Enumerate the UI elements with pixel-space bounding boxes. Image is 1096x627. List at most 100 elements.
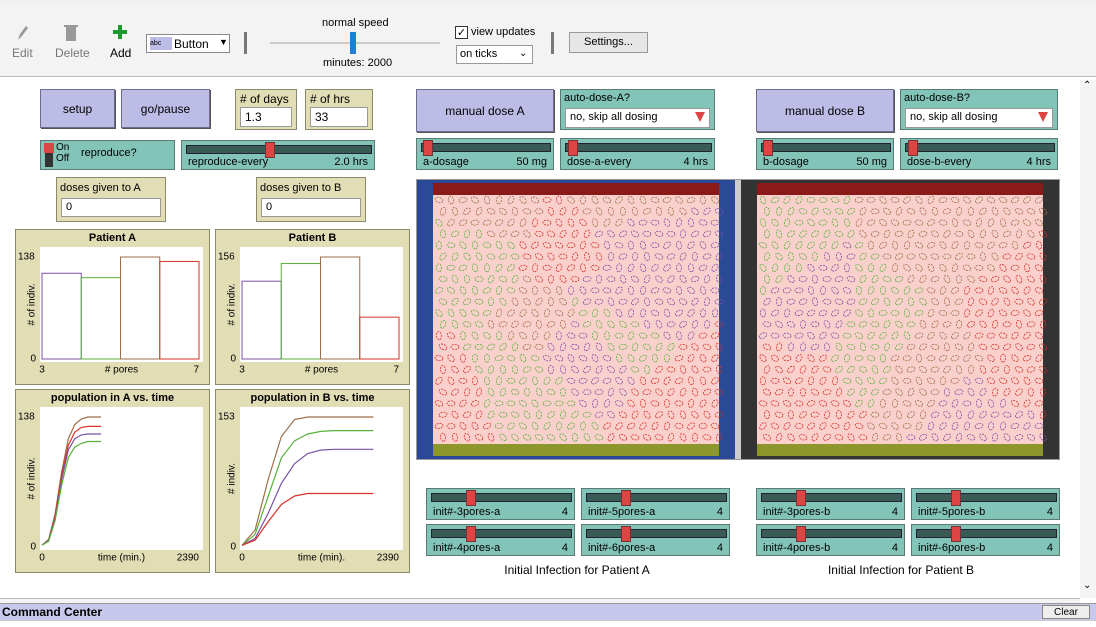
button[interactable]: go/pause: [121, 89, 210, 128]
bacterium: [542, 241, 552, 249]
bacterium: [459, 422, 467, 430]
bacterium: [822, 389, 832, 396]
slider-thumb[interactable]: [621, 490, 632, 506]
bacterium: [950, 355, 960, 362]
delete-label[interactable]: Delete: [55, 46, 90, 60]
widget-type-dropdown[interactable]: abc Button ▼: [146, 34, 230, 53]
bacterium: [710, 332, 720, 339]
slider-thumb[interactable]: [907, 140, 918, 156]
view-updates-checkbox[interactable]: ✓: [455, 26, 468, 39]
slider[interactable]: b-dosage 50 mg: [756, 138, 894, 170]
bacterium: [1026, 366, 1036, 373]
view-updates-label[interactable]: view updates: [471, 26, 536, 38]
bacterium: [927, 331, 935, 340]
slider-thumb[interactable]: [796, 526, 807, 542]
bacterium: [834, 434, 844, 441]
bacterium: [642, 230, 652, 237]
bacterium: [459, 399, 467, 408]
y-max-label: 156: [218, 252, 235, 263]
slider[interactable]: init#-6pores-b 4: [911, 524, 1060, 556]
bacterium: [446, 423, 456, 429]
bacterium: [582, 411, 592, 418]
histogram-bar: [359, 316, 400, 360]
bacterium: [594, 434, 604, 441]
x-min-label: 3: [39, 365, 45, 376]
bacterium: [842, 241, 852, 249]
bacterium: [691, 297, 699, 306]
bacterium: [438, 276, 448, 283]
add-label[interactable]: Add: [110, 46, 132, 60]
tab[interactable]: Interface: [4, 0, 43, 3]
input-label: # of days: [240, 92, 289, 106]
slider[interactable]: init#-4pores-a 4: [426, 524, 575, 556]
bacterium: [1010, 310, 1020, 316]
slider-thumb[interactable]: [951, 490, 962, 506]
slider-thumb[interactable]: [796, 490, 807, 506]
slider[interactable]: init#-3pores-b 4: [756, 488, 905, 520]
bacterium: [662, 287, 672, 294]
slider-thumb[interactable]: [763, 140, 774, 156]
tab[interactable]: Info: [60, 0, 77, 3]
bacterium: [1026, 253, 1036, 260]
slider[interactable]: a-dosage 50 mg: [416, 138, 554, 170]
bacterium: [451, 207, 459, 216]
chooser[interactable]: auto-dose-B? no, skip all dosing: [900, 89, 1058, 130]
chooser[interactable]: auto-dose-A? no, skip all dosing: [560, 89, 715, 130]
world-views[interactable]: [417, 180, 1059, 459]
slider[interactable]: init#-6pores-a 4: [581, 524, 730, 556]
slider-thumb[interactable]: [265, 142, 276, 158]
settings-button[interactable]: Settings...: [569, 32, 648, 53]
slider[interactable]: init#-3pores-a 4: [426, 488, 575, 520]
slider[interactable]: init#-4pores-b 4: [756, 524, 905, 556]
button[interactable]: manual dose B: [756, 89, 894, 132]
bacterium: [951, 332, 959, 340]
slider[interactable]: dose-b-every 4 hrs: [900, 138, 1058, 170]
slider-thumb[interactable]: [466, 490, 477, 506]
plot-title: population in A vs. time: [51, 392, 174, 404]
bacterium: [679, 207, 687, 216]
slider-thumb[interactable]: [423, 140, 434, 156]
bacterium: [894, 230, 904, 237]
slider[interactable]: reproduce-every 2.0 hrs: [181, 140, 375, 170]
slider-thumb[interactable]: [567, 140, 578, 156]
button[interactable]: manual dose A: [416, 89, 554, 132]
slider[interactable]: init#-5pores-b 4: [911, 488, 1060, 520]
slider-thumb[interactable]: [951, 526, 962, 542]
bacterium: [459, 241, 467, 250]
bacterium: [859, 342, 867, 352]
input-field[interactable]: 33: [310, 107, 368, 127]
speed-thumb[interactable]: [350, 32, 356, 54]
input-field[interactable]: 1.3: [240, 107, 292, 127]
tab[interactable]: Code: [92, 0, 116, 3]
button[interactable]: setup: [40, 89, 115, 128]
toolbar: Edit Delete Add abc Button ▼ normal spee…: [0, 6, 1096, 77]
bacterium: [891, 331, 899, 340]
bacterium: [450, 230, 460, 238]
scrollbar[interactable]: ⌃ ⌄: [1080, 80, 1096, 598]
bacterium: [998, 196, 1008, 204]
clear-button[interactable]: Clear: [1042, 605, 1090, 619]
slider-thumb[interactable]: [466, 526, 477, 542]
edit-label[interactable]: Edit: [12, 46, 33, 60]
bacterium: [770, 400, 780, 407]
bacterium: [795, 354, 803, 363]
bottom-band: [757, 444, 1043, 456]
slider[interactable]: init#-5pores-a 4: [581, 488, 730, 520]
slider-thumb[interactable]: [621, 526, 632, 542]
bacterium: [512, 206, 518, 216]
slider-value: 4 hrs: [683, 156, 708, 168]
bacterium: [1022, 241, 1032, 249]
bacterium: [674, 309, 684, 317]
bacterium: [882, 389, 892, 396]
bacterium: [494, 355, 504, 362]
bacterium: [1023, 422, 1031, 430]
bacterium: [882, 276, 892, 283]
bacterium: [938, 354, 948, 362]
update-mode-dropdown[interactable]: on ticks ⌄: [456, 45, 533, 64]
switch[interactable]: On Off reproduce?: [40, 140, 175, 170]
slider[interactable]: dose-a-every 4 hrs: [560, 138, 715, 170]
bacterium: [579, 399, 587, 408]
bacterium: [447, 218, 455, 227]
command-input[interactable]: [0, 620, 1096, 627]
bacterium: [831, 354, 839, 362]
